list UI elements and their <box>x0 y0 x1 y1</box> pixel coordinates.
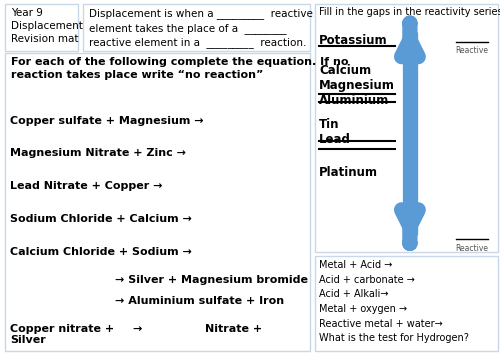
Text: Reactive metal + water→: Reactive metal + water→ <box>319 319 443 329</box>
Text: →: → <box>132 324 142 334</box>
FancyBboxPatch shape <box>5 53 310 351</box>
Text: Acid + Alkali→: Acid + Alkali→ <box>319 289 388 299</box>
Text: Sodium Chloride + Calcium →: Sodium Chloride + Calcium → <box>10 214 192 224</box>
Text: Acid + carbonate →: Acid + carbonate → <box>319 275 415 285</box>
Text: Magnesium Nitrate + Zinc →: Magnesium Nitrate + Zinc → <box>10 148 186 158</box>
Text: Year 9
Displacement
Revision mat: Year 9 Displacement Revision mat <box>11 8 83 44</box>
Text: Copper sulfate + Magnesium →: Copper sulfate + Magnesium → <box>10 115 203 126</box>
Text: Displacement is when a _________  reactive
element takes the place of a  _______: Displacement is when a _________ reactiv… <box>88 8 312 48</box>
FancyBboxPatch shape <box>315 256 498 351</box>
Text: → Silver + Magnesium bromide: → Silver + Magnesium bromide <box>115 275 308 285</box>
Text: Reactive: Reactive <box>456 46 488 55</box>
FancyBboxPatch shape <box>315 4 498 252</box>
Text: Metal + Acid →: Metal + Acid → <box>319 260 392 270</box>
Text: Calcium
Magnesium
Aluminium: Calcium Magnesium Aluminium <box>319 64 395 107</box>
Text: Potassium: Potassium <box>319 34 388 47</box>
Text: Tin
Lead: Tin Lead <box>319 118 351 146</box>
Text: Calcium Chloride + Sodium →: Calcium Chloride + Sodium → <box>10 247 192 257</box>
Text: Silver: Silver <box>10 335 46 345</box>
FancyBboxPatch shape <box>82 4 310 51</box>
Text: Reactive: Reactive <box>456 244 488 252</box>
FancyBboxPatch shape <box>5 4 78 51</box>
Text: What is the test for Hydrogen?: What is the test for Hydrogen? <box>319 334 469 343</box>
Text: Platinum: Platinum <box>319 166 378 179</box>
Text: Metal + oxygen →: Metal + oxygen → <box>319 304 407 314</box>
Text: → Aluminium sulfate + Iron: → Aluminium sulfate + Iron <box>115 296 284 306</box>
Text: For each of the following complete the equation. If no
reaction takes place writ: For each of the following complete the e… <box>11 57 348 79</box>
Text: Nitrate +: Nitrate + <box>205 324 262 334</box>
Text: Copper nitrate +: Copper nitrate + <box>10 324 114 334</box>
Text: Lead Nitrate + Copper →: Lead Nitrate + Copper → <box>10 181 162 191</box>
Text: Fill in the gaps in the reactivity series:: Fill in the gaps in the reactivity serie… <box>319 7 500 17</box>
